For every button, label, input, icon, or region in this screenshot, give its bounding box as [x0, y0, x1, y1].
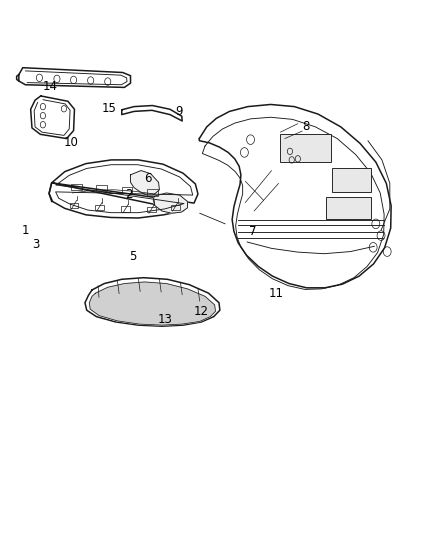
Text: 10: 10 [64, 136, 78, 149]
Text: 15: 15 [101, 102, 116, 115]
Bar [280, 134, 331, 162]
Polygon shape [122, 106, 182, 121]
Bar [71, 184, 82, 190]
Text: 12: 12 [194, 305, 208, 318]
Bar [122, 187, 132, 193]
Bar [326, 197, 371, 219]
Text: 1: 1 [21, 224, 29, 237]
Polygon shape [153, 193, 187, 213]
Text: 11: 11 [268, 287, 283, 300]
Text: 3: 3 [32, 238, 39, 251]
Text: 13: 13 [158, 313, 173, 326]
Bar [96, 185, 107, 191]
Text: 5: 5 [129, 250, 136, 263]
Bar [70, 203, 78, 208]
Bar [147, 207, 156, 212]
Text: 8: 8 [302, 120, 309, 133]
Polygon shape [199, 104, 391, 288]
Bar [95, 205, 104, 210]
Polygon shape [49, 160, 198, 218]
Polygon shape [19, 68, 131, 87]
Text: 6: 6 [144, 172, 152, 185]
Polygon shape [85, 278, 220, 326]
Bar [147, 189, 158, 196]
Text: 9: 9 [175, 106, 183, 118]
Polygon shape [131, 171, 159, 195]
Text: 14: 14 [43, 80, 58, 93]
Text: 2: 2 [125, 188, 133, 200]
Polygon shape [89, 282, 215, 325]
Polygon shape [31, 96, 74, 139]
Bar [332, 168, 371, 192]
Bar [121, 206, 130, 212]
Text: 7: 7 [249, 225, 257, 238]
Bar [171, 205, 180, 210]
